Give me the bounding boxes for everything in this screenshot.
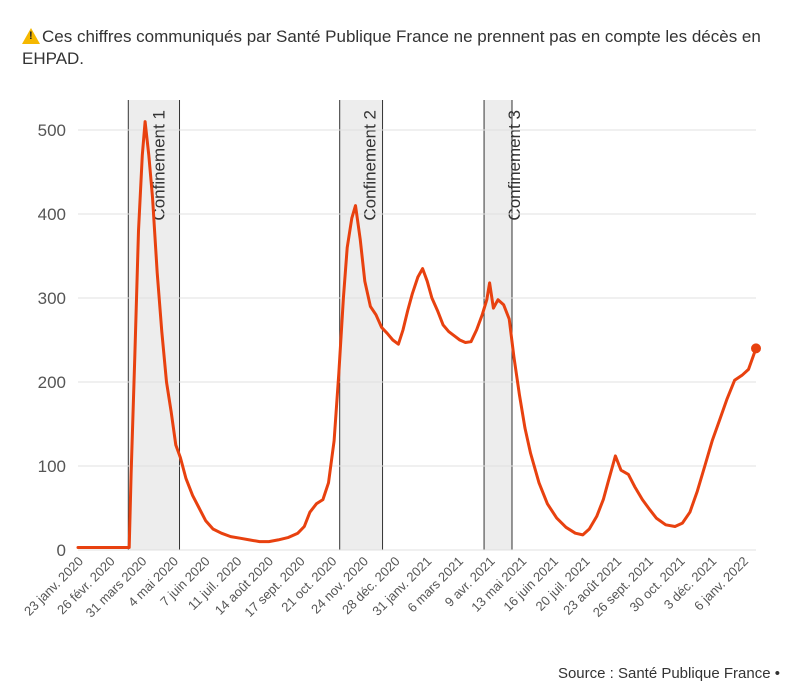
warning-note: Ces chiffres communiqués par Santé Publi…	[22, 26, 782, 70]
gridlines	[78, 129, 756, 551]
y-tick-label-500: 500	[38, 121, 66, 140]
series-line-0	[76, 120, 758, 549]
lockdown-label-3: Confinement 3	[505, 110, 524, 221]
y-tick-label-100: 100	[38, 457, 66, 476]
lockdown-label-1: Confinement 1	[149, 110, 168, 221]
y-tick-label-300: 300	[38, 289, 66, 308]
lockdown-band-2	[339, 100, 383, 550]
y-tick-label-200: 200	[38, 373, 66, 392]
lockdown-label-2: Confinement 2	[361, 110, 380, 221]
y-tick-label-400: 400	[38, 205, 66, 224]
lockdown-bands: Confinement 1 Confinement 2 Confinement 3	[127, 100, 524, 550]
warning-note-text: Ces chiffres communiqués par Santé Publi…	[22, 27, 761, 68]
warning-icon	[22, 27, 40, 44]
lockdown-band-3	[484, 100, 512, 550]
source-credit: Source : Santé Publique France •	[557, 665, 780, 682]
series-layer	[76, 120, 761, 549]
y-axis-ticks: 0 100 200 300 400 500	[38, 121, 66, 560]
series-end-point-0	[751, 343, 761, 354]
y-tick-label-0: 0	[57, 541, 66, 560]
